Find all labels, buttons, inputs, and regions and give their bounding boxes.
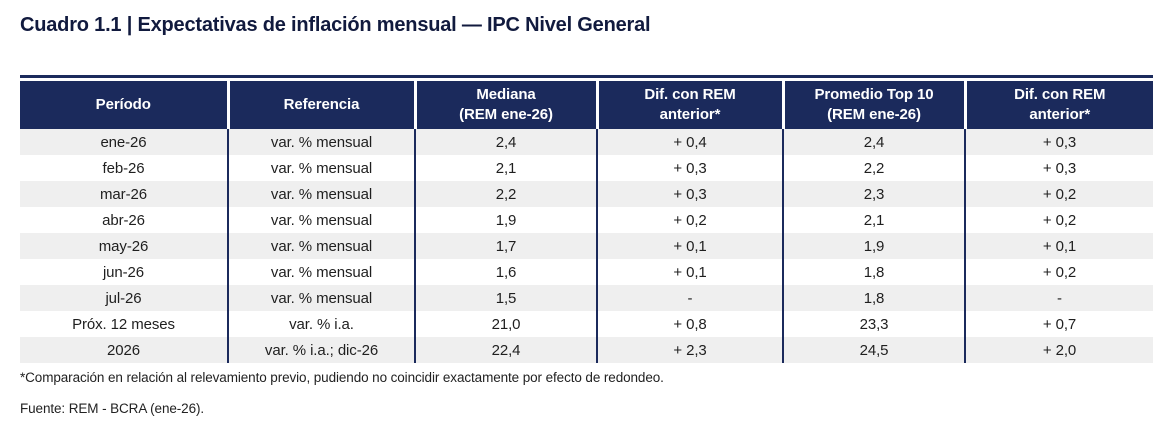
table-cell: Próx. 12 meses (20, 311, 228, 337)
table-cell: 2,1 (782, 207, 965, 233)
table-cell: var. % mensual (227, 207, 415, 233)
table-cell: feb-26 (20, 155, 228, 181)
table-cell: var. % mensual (227, 155, 415, 181)
header-promedio-top10: Promedio Top 10 (REM ene-26) (781, 81, 965, 129)
table-cell: + 0,3 (596, 155, 783, 181)
table-cell: + 0,1 (596, 233, 783, 259)
table-cell: var. % i.a.; dic-26 (227, 337, 415, 363)
table-cell: + 0,2 (964, 181, 1153, 207)
table-cell: - (596, 285, 783, 311)
table-row: abr-26 var. % mensual 1,9 + 0,2 2,1 + 0,2 (20, 207, 1153, 233)
table-cell: 22,4 (414, 337, 597, 363)
table-cell: 2026 (20, 337, 228, 363)
table-cell: + 0,2 (964, 207, 1153, 233)
table-cell: 1,8 (782, 285, 965, 311)
table-title: Cuadro 1.1 | Expectativas de inflación m… (20, 14, 651, 36)
table-cell: 24,5 (782, 337, 965, 363)
table-cell: 1,5 (414, 285, 597, 311)
table-header: Período Referencia Mediana (REM ene-26) … (20, 81, 1153, 129)
table-cell: var. % mensual (227, 181, 415, 207)
table-top-rule (20, 75, 1153, 78)
table-cell: abr-26 (20, 207, 228, 233)
table-cell: + 2,3 (596, 337, 783, 363)
table-cell: + 0,2 (964, 259, 1153, 285)
table-cell: 2,1 (414, 155, 597, 181)
table-cell: var. % mensual (227, 285, 415, 311)
header-mediana: Mediana (REM ene-26) (413, 81, 597, 129)
table-cell: 1,7 (414, 233, 597, 259)
table-cell: + 0,3 (596, 181, 783, 207)
table-body: ene-26 var. % mensual 2,4 + 0,4 2,4 + 0,3 feb-… (20, 129, 1153, 363)
table-row: jun-26 var. % mensual 1,6 + 0,1 1,8 + 0,2 (20, 259, 1153, 285)
table-cell: 1,8 (782, 259, 965, 285)
table-cell: 1,9 (414, 207, 597, 233)
table-cell: var. % mensual (227, 129, 415, 155)
table-row: 2026 var. % i.a.; dic-26 22,4 + 2,3 24,5 + 2,… (20, 337, 1153, 363)
table-cell: - (964, 285, 1153, 311)
table-cell: + 0,8 (596, 311, 783, 337)
table-cell: 2,3 (782, 181, 965, 207)
table-row: may-26 var. % mensual 1,7 + 0,1 1,9 + 0,1 (20, 233, 1153, 259)
table-cell: + 0,3 (964, 155, 1153, 181)
inflation-expectations-table: Período Referencia Mediana (REM ene-26) … (20, 75, 1153, 363)
table-cell: 2,4 (414, 129, 597, 155)
table-cell: + 0,7 (964, 311, 1153, 337)
table-cell: var. % mensual (227, 259, 415, 285)
table-cell: 2,2 (782, 155, 965, 181)
header-dif-rem-top10: Dif. con REM anterior* (963, 81, 1153, 129)
table-cell: + 0,1 (964, 233, 1153, 259)
report-page: Cuadro 1.1 | Expectativas de inflación m… (20, 14, 1153, 416)
table-cell: may-26 (20, 233, 228, 259)
table-footnote: *Comparación en relación al relevamiento… (20, 370, 664, 385)
table-cell: mar-26 (20, 181, 228, 207)
table-cell: ene-26 (20, 129, 228, 155)
table-cell: + 0,1 (596, 259, 783, 285)
table-cell: 23,3 (782, 311, 965, 337)
table-cell: + 0,4 (596, 129, 783, 155)
table-cell: + 0,2 (596, 207, 783, 233)
table-row: feb-26 var. % mensual 2,1 + 0,3 2,2 + 0,3 (20, 155, 1153, 181)
table-cell: 2,2 (414, 181, 597, 207)
table-cell: var. % i.a. (227, 311, 415, 337)
table-cell: + 0,3 (964, 129, 1153, 155)
table-row: ene-26 var. % mensual 2,4 + 0,4 2,4 + 0,3 (20, 129, 1153, 155)
data-table: Período Referencia Mediana (REM ene-26) … (20, 81, 1153, 363)
table-cell: 1,9 (782, 233, 965, 259)
header-dif-rem-mediana: Dif. con REM anterior* (595, 81, 783, 129)
table-row: jul-26 var. % mensual 1,5-1,8- (20, 285, 1153, 311)
table-cell: + 2,0 (964, 337, 1153, 363)
table-cell: 21,0 (414, 311, 597, 337)
header-referencia: Referencia (226, 81, 415, 129)
table-cell: jun-26 (20, 259, 228, 285)
table-cell: jul-26 (20, 285, 228, 311)
source-note: Fuente: REM - BCRA (ene-26). (20, 401, 205, 416)
table-cell: 1,6 (414, 259, 597, 285)
header-periodo: Período (20, 81, 228, 129)
header-row: Período Referencia Mediana (REM ene-26) … (20, 81, 1153, 129)
table-row: Próx. 12 meses var. % i.a. 21,0 + 0,8 23,3 + … (20, 311, 1153, 337)
table-cell: 2,4 (782, 129, 965, 155)
table-row: mar-26 var. % mensual 2,2 + 0,3 2,3 + 0,2 (20, 181, 1153, 207)
table-cell: var. % mensual (227, 233, 415, 259)
